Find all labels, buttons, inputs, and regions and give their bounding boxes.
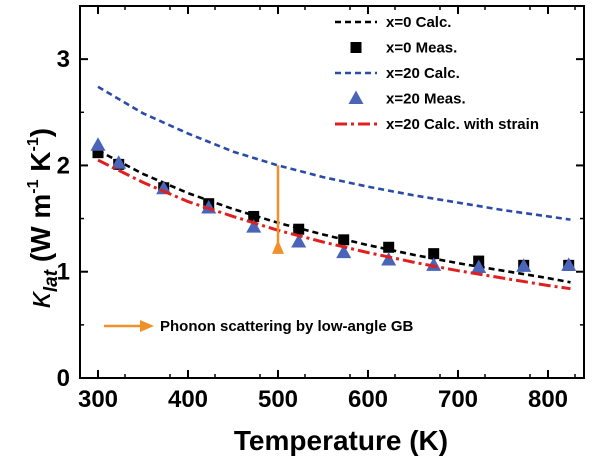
- x-20-calc-with-strain-line: [97, 158, 571, 291]
- x-tick-label: 300: [78, 386, 118, 413]
- y-axis-units-suffix: ): [25, 128, 56, 137]
- x-20-meas-point: [471, 259, 487, 273]
- y-tick-label: 2: [57, 152, 70, 179]
- legend-label-x-20-calc: x=20 Calc.: [386, 65, 460, 82]
- x-20-meas-point: [336, 244, 352, 259]
- x-20-meas-point: [111, 155, 127, 169]
- note-arrow-head: [140, 320, 154, 332]
- plot-frame: [79, 5, 585, 379]
- y-axis-title: κlat (W m-1 K-1): [21, 128, 62, 308]
- x-20-meas-point: [381, 252, 397, 266]
- x-0-calc-line: [97, 149, 571, 284]
- arrow-note: Phonon scattering by low-angle GB: [104, 318, 414, 335]
- axes: 300 400 500 600 700 800 0 1 2 3: [57, 5, 585, 413]
- x-0-meas-point: [428, 248, 440, 260]
- legend-marker-x-20-meas: [348, 90, 364, 104]
- y-tick-label: 3: [57, 46, 70, 73]
- x-0-meas-point: [383, 241, 395, 253]
- legend-label-x-0-calc: x=0 Calc.: [386, 14, 451, 31]
- x-0-meas-point: [248, 210, 260, 222]
- plot-area: [90, 85, 577, 291]
- x-tick-label: 800: [528, 386, 568, 413]
- phonon-scattering-arrow-head: [272, 239, 284, 254]
- x-20-meas-point: [90, 137, 106, 151]
- x-20-meas-point: [516, 258, 532, 272]
- x-20-calc-line: [97, 85, 571, 221]
- y-axis-exp1: -1: [25, 179, 42, 193]
- x-20-meas-point: [426, 257, 442, 271]
- x-tick-label: 600: [348, 386, 388, 413]
- x-0-meas-point: [293, 223, 305, 235]
- y-axis-units-mid: K: [25, 151, 56, 179]
- legend-label-x-20-calc-with-strain: x=20 Calc. with strain: [386, 116, 539, 133]
- y-axis-subscript: lat: [41, 269, 62, 292]
- legend-label-x-20-meas: x=20 Meas.: [386, 91, 466, 108]
- annotation-layer: [272, 165, 284, 254]
- x-axis-title: Temperature (K): [234, 425, 448, 456]
- x-0-meas-point: [92, 147, 104, 159]
- x-20-meas-point: [561, 257, 577, 271]
- x-0-meas-point: [338, 234, 350, 246]
- legend-marker-x-0-meas: [350, 42, 362, 53]
- x-20-meas-point: [291, 233, 307, 248]
- x-tick-label: 400: [168, 386, 208, 413]
- x-20-meas-point: [246, 219, 262, 233]
- y-axis-symbol: κ: [21, 290, 57, 308]
- note-label: Phonon scattering by low-angle GB: [160, 318, 414, 335]
- x-tick-label: 500: [258, 386, 298, 413]
- legend-label-x-0-meas: x=0 Meas.: [386, 40, 457, 57]
- legend: x=0 Calc. x=0 Meas. x=20 Calc. x=20 Meas. x=…: [335, 14, 539, 133]
- y-axis-units-prefix: (W m: [25, 194, 56, 270]
- y-tick-label: 1: [57, 259, 70, 286]
- x-tick-label: 700: [438, 386, 478, 413]
- y-tick-label: 0: [57, 365, 70, 392]
- y-axis-exp2: -1: [25, 137, 42, 151]
